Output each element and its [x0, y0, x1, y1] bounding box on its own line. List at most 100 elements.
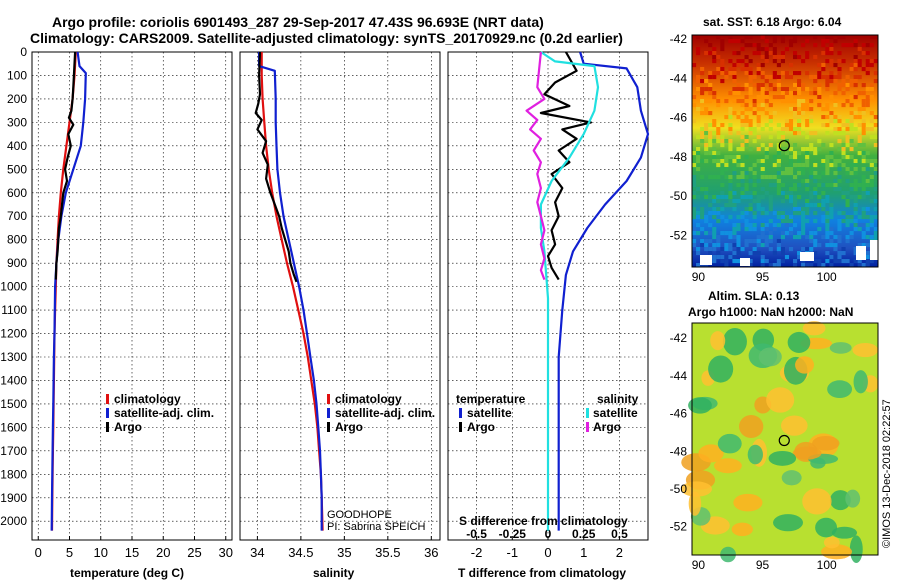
x-top-tick-label: 0	[545, 527, 552, 541]
depth-tick-label: 500	[7, 162, 27, 176]
sst-cell	[716, 71, 721, 76]
sst-cell	[821, 219, 826, 224]
sst-cell	[865, 51, 870, 56]
map-x-tick-label: 95	[756, 270, 770, 284]
sst-cell	[776, 135, 781, 140]
sst-cell	[748, 75, 753, 80]
sst-cell	[716, 255, 721, 260]
sst-cell	[704, 151, 709, 156]
sst-cell	[805, 211, 810, 216]
sst-cell	[869, 43, 874, 48]
sst-cell	[756, 135, 761, 140]
sst-cell	[728, 131, 733, 136]
sst-cell	[813, 231, 818, 236]
sst-cell	[764, 99, 769, 104]
sst-cell	[720, 67, 725, 72]
sst-cell	[736, 115, 741, 120]
sst-cell	[704, 247, 709, 252]
sst-cell	[772, 183, 777, 188]
sst-cell	[788, 167, 794, 172]
sst-cell	[760, 255, 765, 260]
sst-cell	[784, 223, 790, 228]
sst-cell	[756, 71, 761, 76]
sst-cell	[857, 215, 862, 220]
x-tick-label: 0	[544, 545, 551, 560]
sst-cell	[768, 263, 773, 268]
sst-cell	[829, 75, 834, 80]
legend-label-s-satellite: satellite	[593, 406, 638, 420]
sst-cell	[764, 47, 769, 52]
sst-missing-data	[856, 246, 866, 260]
sst-cell	[744, 191, 749, 196]
sst-cell	[825, 123, 830, 128]
sst-cell	[861, 51, 866, 56]
sst-cell	[756, 119, 761, 124]
sla-map-title: Altim. SLA: 0.13	[708, 289, 800, 303]
sst-cell	[716, 239, 721, 244]
sst-cell	[841, 35, 846, 40]
sst-cell	[821, 39, 826, 44]
sst-cell	[797, 127, 802, 132]
sst-cell	[748, 107, 753, 112]
sst-cell	[716, 55, 721, 60]
depth-tick-label: 1700	[0, 444, 27, 458]
sst-cell	[768, 103, 773, 108]
sst-cell	[857, 183, 862, 188]
sst-cell	[849, 155, 854, 160]
x-tick-label: 0	[35, 545, 42, 560]
depth-tick-label: 700	[7, 209, 27, 223]
sst-cell	[772, 51, 777, 56]
sst-cell	[837, 83, 842, 88]
sst-cell	[748, 35, 753, 40]
sst-cell	[724, 155, 729, 160]
sst-cell	[760, 83, 765, 88]
sst-cell	[793, 183, 798, 188]
sst-cell	[829, 255, 834, 260]
sst-cell	[780, 99, 785, 104]
sst-cell	[732, 171, 737, 176]
sst-cell	[744, 243, 749, 248]
sst-cell	[724, 163, 729, 168]
sst-cell	[780, 131, 785, 136]
sst-cell	[833, 163, 838, 168]
sst-cell	[861, 83, 866, 88]
sst-cell	[849, 95, 854, 100]
legend-swatch-s-satellite	[586, 408, 589, 418]
sst-cell	[809, 263, 814, 268]
sst-cell	[776, 191, 781, 196]
sst-cell	[829, 51, 834, 56]
sst-cell	[865, 103, 870, 108]
sst-cell	[797, 163, 802, 168]
sst-cell	[784, 87, 790, 92]
x-tick-label: 35	[337, 545, 351, 560]
sst-cell	[728, 179, 733, 184]
sst-cell	[825, 215, 830, 220]
sst-cell	[788, 195, 794, 200]
sst-cell	[736, 251, 741, 256]
x-tick-label: 20	[156, 545, 170, 560]
sst-cell	[825, 159, 830, 164]
sst-cell	[764, 51, 769, 56]
sst-cell	[736, 215, 741, 220]
sst-cell	[732, 75, 737, 80]
sst-cell	[845, 139, 850, 144]
x-tick-label: 5	[66, 545, 73, 560]
sla-anomaly-blob	[815, 517, 838, 538]
sst-cell	[736, 243, 741, 248]
sst-cell	[788, 227, 794, 232]
depth-tick-label: 300	[7, 115, 27, 129]
sst-cell	[837, 211, 842, 216]
sst-cell	[740, 223, 745, 228]
sst-cell	[845, 199, 850, 204]
sst-cell	[752, 251, 757, 256]
sst-cell	[772, 175, 777, 180]
sst-cell	[704, 231, 709, 236]
sst-cell	[744, 239, 749, 244]
sst-cell	[841, 191, 846, 196]
sst-cell	[732, 159, 737, 164]
sst-cell	[780, 199, 785, 204]
sst-cell	[849, 231, 854, 236]
sst-cell	[873, 231, 878, 236]
sst-cell	[720, 167, 725, 172]
legend-label-argo: Argo	[335, 420, 363, 434]
